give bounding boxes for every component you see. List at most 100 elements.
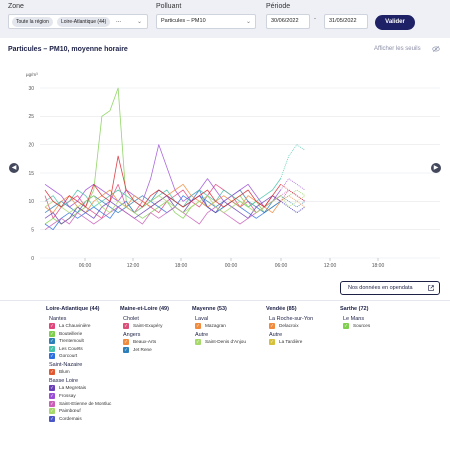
series-forecast-line [280, 201, 306, 214]
legend-city-title: Basse Loire [49, 378, 79, 385]
validate-button[interactable]: Valider [375, 15, 415, 30]
x-tick-label: 18:00 [175, 263, 188, 269]
checkbox-checked-icon[interactable]: ✓ [123, 323, 129, 329]
y-tick-label: 20 [28, 142, 34, 148]
x-tick-label: 06:00 [275, 263, 288, 269]
polluant-select[interactable]: Particules – PM10 ⌄ [156, 14, 256, 29]
y-tick-label: 0 [31, 256, 34, 262]
y-tick-label: 30 [28, 86, 34, 92]
legend-station-item[interactable]: ✓ Blum [49, 369, 116, 376]
zone-more: ... [116, 18, 122, 24]
legend-station-label: Les Couëts [59, 345, 83, 351]
checkbox-checked-icon[interactable]: ✓ [49, 353, 55, 360]
legend-station-label: Delacroix [279, 323, 299, 328]
legend-station-item[interactable]: ✓ Saint-Etienne de Montluc [49, 400, 116, 407]
zone-select[interactable]: Toute la région Loire-Atlantique (44) ..… [8, 14, 148, 29]
external-link-icon [428, 285, 434, 291]
checkbox-checked-icon[interactable]: ✓ [49, 408, 55, 415]
x-tick-label: 12:00 [127, 263, 140, 269]
show-thresholds-toggle[interactable]: Afficher les seuils [374, 46, 421, 52]
legend-city-title: Laval [195, 316, 209, 322]
date-start-input[interactable]: 30/06/2022 [266, 14, 310, 29]
checkbox-checked-icon[interactable]: ✓ [49, 392, 55, 399]
checkbox-checked-icon[interactable]: ✓ [49, 369, 55, 376]
legend-station-item[interactable]: ✓ Beaux-Arts [123, 339, 192, 345]
polluant-value: Particules – PM10 [161, 18, 206, 24]
legend-station-item[interactable]: ✓ Trentemoult [49, 338, 116, 345]
opendata-button[interactable]: Nos données en opendata [340, 281, 440, 295]
checkbox-checked-icon[interactable]: ✓ [269, 339, 275, 345]
legend-station-item[interactable]: ✓ Saint-Exupéry [123, 323, 192, 329]
checkbox-checked-icon[interactable]: ✓ [49, 338, 55, 345]
y-tick-label: 25 [28, 114, 34, 120]
legend-station-item[interactable]: ✓ Les Couëts [49, 345, 116, 352]
chevron-left-icon[interactable]: ◀ [9, 163, 19, 173]
series-line [44, 195, 281, 214]
checkbox-checked-icon[interactable]: ✓ [49, 330, 55, 337]
legend-station-label: La Chauvinière [59, 323, 91, 328]
polluant-label: Polluant [156, 3, 182, 10]
legend-station-item[interactable]: ✓ Jet Rene [123, 346, 192, 353]
chevron-right-icon[interactable]: ▶ [431, 163, 441, 173]
checkbox-checked-icon[interactable]: ✓ [343, 323, 349, 329]
legend-column: Maine-et-Loire (49) Cholet ✓ Saint-Exupéry A… [120, 306, 192, 354]
legend-station-item[interactable]: ✓ Saint-Denis d'Anjou [195, 339, 264, 345]
chevron-down-icon: ⌄ [246, 19, 252, 25]
legend-station-item[interactable]: ✓ Paimbœuf [49, 408, 116, 415]
checkbox-checked-icon[interactable]: ✓ [49, 415, 55, 422]
legend-city-title: Nantes [49, 316, 67, 322]
legend-city-title: Angers [123, 332, 141, 338]
zone-label: Zone [8, 3, 24, 10]
legend-station-item[interactable]: ✓ La Tardière [269, 339, 338, 345]
legend-station-item[interactable]: ✓ Sources [343, 323, 412, 329]
legend-column: Vendée (85) La Roche-sur-Yon ✓ Delacroix Aut… [266, 306, 338, 347]
legend-station-item[interactable]: ✓ Frossay [49, 392, 116, 399]
legend-station-item[interactable]: ✓ Gorcourt [49, 353, 116, 360]
x-tick-label: 18:00 [372, 263, 385, 269]
checkbox-checked-icon[interactable]: ✓ [49, 385, 55, 392]
checkbox-checked-icon[interactable]: ✓ [49, 345, 55, 352]
series-forecast-line [280, 144, 306, 179]
x-tick-label: 06:00 [79, 263, 92, 269]
legend-city-title: Saint-Nazaire [49, 362, 83, 369]
legend-city-title: Cholet [123, 316, 139, 322]
checkbox-checked-icon[interactable]: ✓ [195, 339, 201, 345]
checkbox-checked-icon[interactable]: ✓ [195, 323, 201, 329]
legend-column: Mayenne (53) Laval ✓ Mazagran Autre ✓ Saint-De… [192, 306, 264, 347]
date-end-input[interactable]: 31/05/2022 [324, 14, 368, 29]
chevron-down-icon: ⌄ [137, 19, 143, 25]
zone-chip-region[interactable]: Toute la région [12, 17, 53, 27]
legend-station-label: Saint-Exupéry [133, 323, 163, 328]
y-tick-label: 5 [31, 227, 34, 233]
legend-station-label: Bouteillerie [59, 330, 83, 336]
legend-station-item[interactable]: ✓ Mazagran [195, 323, 264, 329]
eye-off-icon[interactable] [432, 45, 440, 53]
legend-station-label: Trentemoult [59, 338, 84, 344]
legend-station-label: Saint-Etienne de Montluc [59, 400, 112, 406]
legend-station-item[interactable]: ✓ Bouteillerie [49, 330, 116, 337]
legend-station-item[interactable]: ✓ La Chauvinière [49, 323, 116, 329]
legend-city-title: La Roche-sur-Yon [269, 316, 314, 322]
checkbox-checked-icon[interactable]: ✓ [49, 323, 55, 329]
y-tick-label: 10 [28, 199, 34, 205]
series-line [44, 183, 281, 219]
legend-station-label: Paimbœuf [59, 408, 81, 414]
legend-station-item[interactable]: ✓ La Megretais [49, 385, 116, 392]
legend-station-label: Beaux-Arts [133, 339, 157, 344]
legend-station-item[interactable]: ✓ Delacroix [269, 323, 338, 329]
series-forecast-line [280, 189, 306, 202]
checkbox-checked-icon[interactable]: ✓ [123, 346, 129, 353]
station-legend: Loire-Atlantique (44) Nantes ✓ La Chauviniè… [0, 300, 450, 452]
y-tick-label: 15 [28, 171, 34, 177]
series-line [44, 87, 281, 225]
zone-chip-loire-atlantique[interactable]: Loire-Atlantique (44) [57, 17, 111, 27]
series-line [44, 195, 281, 230]
checkbox-checked-icon[interactable]: ✓ [123, 339, 129, 345]
checkbox-checked-icon[interactable]: ✓ [269, 323, 275, 329]
legend-department-title: Sarthe (72) [340, 306, 369, 312]
legend-station-label: Jet Rene [133, 346, 152, 352]
checkbox-checked-icon[interactable]: ✓ [49, 400, 55, 407]
filter-bar: Zone Toute la région Loire-Atlantique (4… [0, 0, 450, 38]
legend-station-item[interactable]: ✓ Cordemais [49, 415, 116, 422]
series-forecast-line [280, 178, 306, 191]
